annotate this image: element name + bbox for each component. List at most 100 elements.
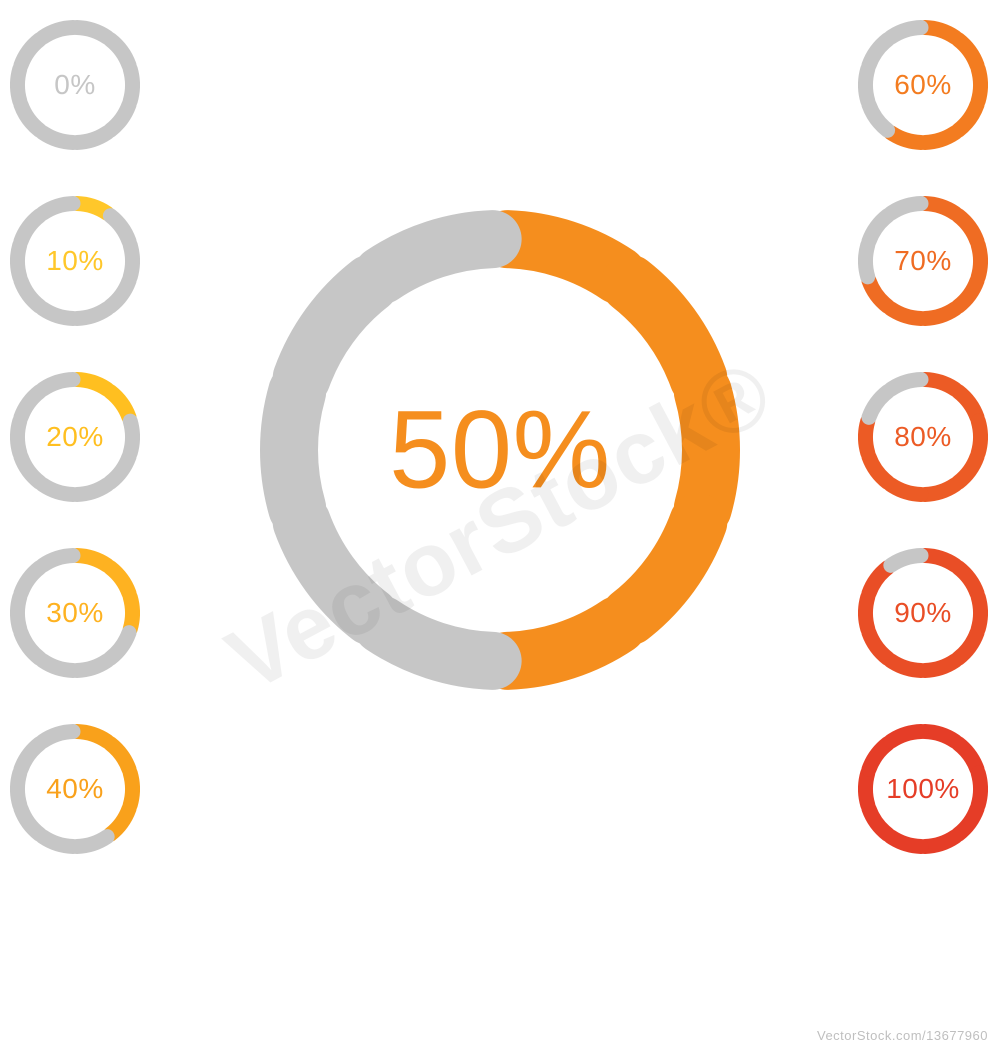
- ring-segment: [21, 457, 40, 483]
- ring-segment: [18, 245, 20, 277]
- ring-segment: [958, 392, 977, 418]
- ring-segment: [866, 421, 868, 453]
- ring-segment: [21, 809, 40, 835]
- ring-segment: [925, 837, 955, 847]
- ring-segment: [43, 485, 73, 495]
- progress-ring-30: 30%: [10, 548, 140, 678]
- ring-segment: [958, 809, 977, 835]
- progress-ring-60: 60%: [858, 20, 988, 150]
- ring-segment: [43, 133, 73, 143]
- ring-segment: [77, 309, 107, 319]
- ring-label: 60%: [894, 69, 952, 101]
- ring-segment: [925, 204, 955, 214]
- ring-segment: [891, 556, 921, 566]
- ring-segment: [130, 773, 132, 805]
- right-ring-column: 60%70%80%90%100%: [858, 20, 988, 854]
- ring-segment: [703, 392, 711, 508]
- ring-segment: [110, 633, 129, 659]
- ring-label: 80%: [894, 421, 952, 453]
- ring-segment: [130, 597, 132, 629]
- ring-segment: [925, 28, 955, 38]
- ring-segment: [43, 556, 73, 566]
- ring-segment: [891, 380, 921, 390]
- ring-segment: [978, 597, 980, 629]
- ring-segment: [866, 773, 868, 805]
- ring-segment: [978, 69, 980, 101]
- ring-segment: [382, 625, 493, 661]
- ring-segment: [110, 392, 129, 418]
- ring-segment: [43, 661, 73, 671]
- ring-segment: [110, 40, 129, 66]
- ring-segment: [43, 380, 73, 390]
- ring-segment: [130, 421, 132, 453]
- ring-segment: [77, 732, 107, 742]
- ring-segment: [77, 133, 107, 143]
- ring-segment: [925, 380, 955, 390]
- ring-segment: [891, 837, 921, 847]
- ring-segment: [958, 633, 977, 659]
- ring-segment: [21, 216, 40, 242]
- ring-segment: [630, 522, 698, 616]
- ring-segment: [77, 28, 107, 38]
- ring-segment: [77, 837, 107, 847]
- ring-segment: [866, 245, 868, 277]
- ring-segment: [891, 28, 921, 38]
- ring-label: 20%: [46, 421, 104, 453]
- ring-segment: [869, 40, 888, 66]
- footer-id: VectorStock.com/13677960: [817, 1028, 988, 1043]
- ring-segment: [925, 556, 955, 566]
- ring-segment: [925, 133, 955, 143]
- ring-segment: [891, 133, 921, 143]
- ring-segment: [958, 457, 977, 483]
- ring-segment: [302, 284, 370, 378]
- ring-segment: [869, 392, 888, 418]
- ring-segment: [21, 105, 40, 131]
- ring-segment: [891, 661, 921, 671]
- ring-segment: [869, 633, 888, 659]
- ring-segment: [130, 69, 132, 101]
- ring-segment: [110, 216, 129, 242]
- ring-label: 30%: [46, 597, 104, 629]
- ring-segment: [289, 392, 297, 508]
- ring-segment: [978, 773, 980, 805]
- ring-segment: [869, 105, 888, 131]
- ring-segment: [958, 568, 977, 594]
- ring-segment: [302, 522, 370, 616]
- ring-segment: [891, 204, 921, 214]
- ring-segment: [869, 568, 888, 594]
- ring-segment: [77, 204, 107, 214]
- progress-ring-90: 90%: [858, 548, 988, 678]
- ring-segment: [21, 744, 40, 770]
- ring-segment: [630, 284, 698, 378]
- ring-segment: [925, 485, 955, 495]
- progress-ring-20: 20%: [10, 372, 140, 502]
- ring-label: 90%: [894, 597, 952, 629]
- ring-label: 70%: [894, 245, 952, 277]
- ring-segment: [925, 661, 955, 671]
- ring-segment: [77, 380, 107, 390]
- ring-segment: [866, 597, 868, 629]
- ring-segment: [891, 732, 921, 742]
- ring-segment: [958, 105, 977, 131]
- ring-segment: [869, 457, 888, 483]
- ring-segment: [18, 773, 20, 805]
- ring-segment: [891, 485, 921, 495]
- ring-segment: [43, 309, 73, 319]
- ring-segment: [958, 744, 977, 770]
- center-ring: 50%: [260, 210, 740, 690]
- ring-segment: [925, 309, 955, 319]
- infographic-stage: 0%10%20%30%40% 50% 60%70%80%90%100% Vect…: [0, 0, 1000, 1053]
- ring-segment: [18, 69, 20, 101]
- ring-segment: [77, 661, 107, 671]
- ring-segment: [866, 69, 868, 101]
- ring-label: 40%: [46, 773, 104, 805]
- ring-label: 10%: [46, 245, 104, 277]
- ring-segment: [21, 633, 40, 659]
- ring-label: 0%: [54, 69, 95, 101]
- ring-segment: [110, 105, 129, 131]
- ring-segment: [110, 281, 129, 307]
- progress-ring-80: 80%: [858, 372, 988, 502]
- ring-segment: [21, 568, 40, 594]
- ring-segment: [507, 625, 618, 661]
- ring-segment: [869, 281, 888, 307]
